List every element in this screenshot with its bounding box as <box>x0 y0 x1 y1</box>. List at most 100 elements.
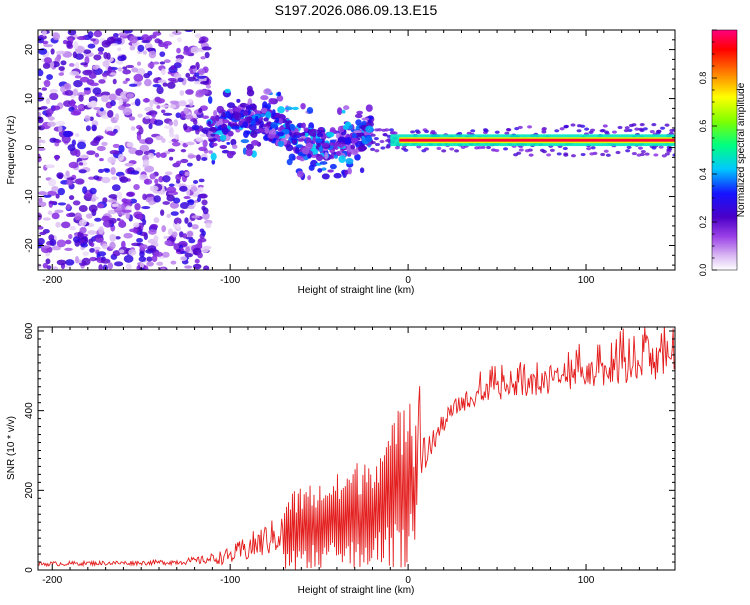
spectrogram-cell <box>162 82 168 87</box>
spectrogram-cell <box>122 66 128 70</box>
spectrogram-cell <box>153 235 159 242</box>
y-tick-label: -20 <box>24 238 35 253</box>
spectrogram-cell <box>125 77 130 82</box>
spectrogram-cell <box>244 116 251 122</box>
spectrogram-cell <box>415 130 421 134</box>
spectrogram-cell <box>71 139 77 147</box>
spectrogram-cell <box>168 120 173 126</box>
spectrogram-cell <box>631 151 637 156</box>
spectrogram-cell <box>319 161 328 165</box>
spectrogram-cell <box>89 248 95 253</box>
y-tick-label: 0 <box>24 567 35 573</box>
spectrogram-cell <box>125 64 135 69</box>
spectrogram-cell <box>208 127 217 132</box>
spectrogram-cell <box>122 209 132 213</box>
spectrogram-cell <box>170 260 177 265</box>
spectrogram-cell <box>117 55 126 62</box>
spectrogram-cell <box>45 258 51 265</box>
spectrogram-cell <box>119 176 129 183</box>
spectrogram-cell <box>562 146 568 151</box>
spectrogram-cell <box>265 111 272 120</box>
spectrogram-cell <box>123 254 134 263</box>
spectrogram-cell <box>202 139 208 148</box>
spectrogram-cell <box>227 130 234 137</box>
spectrogram-cell <box>146 47 156 52</box>
spectrogram-cell <box>191 124 200 131</box>
spectrogram-cell <box>77 104 83 110</box>
spectrogram-cell <box>164 171 173 176</box>
spectrogram-cell <box>107 262 114 270</box>
spectrogram-cell <box>266 103 272 110</box>
spectrogram-cell <box>381 128 387 132</box>
spectrogram-cell <box>72 88 78 97</box>
spectrogram-cell <box>98 51 104 55</box>
spectrogram-cell <box>115 236 121 240</box>
spectrogram-cell <box>141 40 151 44</box>
spectrogram-cell <box>351 148 359 156</box>
spectrogram-cell <box>277 140 285 148</box>
spectrogram-cell <box>365 125 374 133</box>
spectrogram-cell <box>78 162 84 166</box>
spectrogram-cell <box>93 246 101 251</box>
spectrogram-cell <box>162 112 173 116</box>
spectrogram-cell <box>627 128 633 133</box>
spectrogram-cell <box>114 113 120 121</box>
x-tick-label: -100 <box>220 575 240 586</box>
spectrogram-cell <box>133 73 144 82</box>
spectrogram-cell <box>129 45 136 51</box>
spectrogram-cell <box>130 170 140 175</box>
spectrogram-cell <box>354 113 363 119</box>
spectrogram-cell <box>109 233 117 242</box>
spectrogram-cell <box>301 122 306 129</box>
spectrogram-cell <box>47 116 56 121</box>
spectrogram-cell <box>337 136 347 143</box>
spectrogram-cell <box>483 129 489 133</box>
spectrogram-cell <box>107 199 117 203</box>
spectrogram-cell <box>183 195 191 200</box>
spectrogram-cell <box>590 128 596 132</box>
spectrogram-cell <box>245 148 253 157</box>
spectrogram-cell <box>65 259 75 266</box>
spectrogram-cell <box>54 209 64 214</box>
spectrogram-cell <box>113 261 124 267</box>
x-tick-label: 100 <box>578 575 595 586</box>
spectrogram-cell <box>307 175 312 181</box>
spectrogram-cell <box>328 154 334 159</box>
spectrogram-cell <box>63 83 70 89</box>
spectrogram-cell <box>78 204 88 213</box>
spectrogram-cell <box>47 121 56 127</box>
spectrogram-cell <box>110 167 116 175</box>
spectrogram-cell <box>38 263 42 269</box>
spectrogram-cell <box>350 144 356 150</box>
spectrogram-cell <box>159 51 166 57</box>
spectrogram-cell <box>58 125 63 132</box>
spectrogram-cell <box>350 137 359 144</box>
spectrogram-cell <box>86 150 96 156</box>
spectrogram-cell <box>183 50 192 56</box>
spectrogram-cell <box>230 138 237 146</box>
spectrogram-cell <box>190 46 200 54</box>
spectrogram-cell <box>164 240 172 246</box>
spectrogram-cell <box>270 121 278 129</box>
spectrogram-cell <box>104 168 111 173</box>
spectrogram-cell <box>312 135 317 144</box>
spectrogram-cell <box>74 53 84 60</box>
spectrogram-cell <box>112 250 121 257</box>
spectrogram-cell <box>185 141 195 146</box>
spectrogram-cell <box>239 102 248 108</box>
spectrogram-cell <box>65 239 72 245</box>
spectrogram-cell <box>148 123 153 130</box>
spectrogram-cell <box>38 191 47 196</box>
spectrogram-cell <box>51 212 60 220</box>
spectrogram-cell <box>584 127 590 131</box>
spectrogram-cell <box>156 105 161 109</box>
spectrogram-cell <box>329 163 337 170</box>
spectrogram-cell <box>126 93 134 98</box>
spectrogram-cell <box>277 106 285 114</box>
spectrogram-cell <box>215 114 220 122</box>
spectrogram-cell <box>176 248 182 253</box>
spectrogram-cell <box>576 124 582 128</box>
spectrogram-cell <box>194 258 200 264</box>
spectrogram-cell <box>549 148 555 152</box>
